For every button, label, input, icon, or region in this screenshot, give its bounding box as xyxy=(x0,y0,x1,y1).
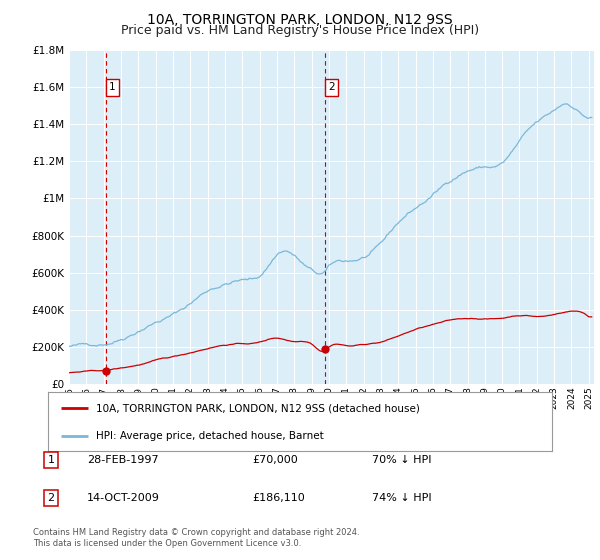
Text: 10A, TORRINGTON PARK, LONDON, N12 9SS (detached house): 10A, TORRINGTON PARK, LONDON, N12 9SS (d… xyxy=(96,403,420,413)
Text: 70% ↓ HPI: 70% ↓ HPI xyxy=(372,455,431,465)
Text: 1: 1 xyxy=(109,82,115,92)
Text: £70,000: £70,000 xyxy=(252,455,298,465)
Text: 28-FEB-1997: 28-FEB-1997 xyxy=(87,455,158,465)
Text: Price paid vs. HM Land Registry's House Price Index (HPI): Price paid vs. HM Land Registry's House … xyxy=(121,24,479,37)
Text: 10A, TORRINGTON PARK, LONDON, N12 9SS: 10A, TORRINGTON PARK, LONDON, N12 9SS xyxy=(147,13,453,27)
Text: 2: 2 xyxy=(47,493,55,503)
Text: 2: 2 xyxy=(328,82,334,92)
Text: Contains HM Land Registry data © Crown copyright and database right 2024.
This d: Contains HM Land Registry data © Crown c… xyxy=(33,528,359,548)
Text: HPI: Average price, detached house, Barnet: HPI: Average price, detached house, Barn… xyxy=(96,431,323,441)
Text: 1: 1 xyxy=(47,455,55,465)
Text: 14-OCT-2009: 14-OCT-2009 xyxy=(87,493,160,503)
Text: 74% ↓ HPI: 74% ↓ HPI xyxy=(372,493,431,503)
Text: £186,110: £186,110 xyxy=(252,493,305,503)
